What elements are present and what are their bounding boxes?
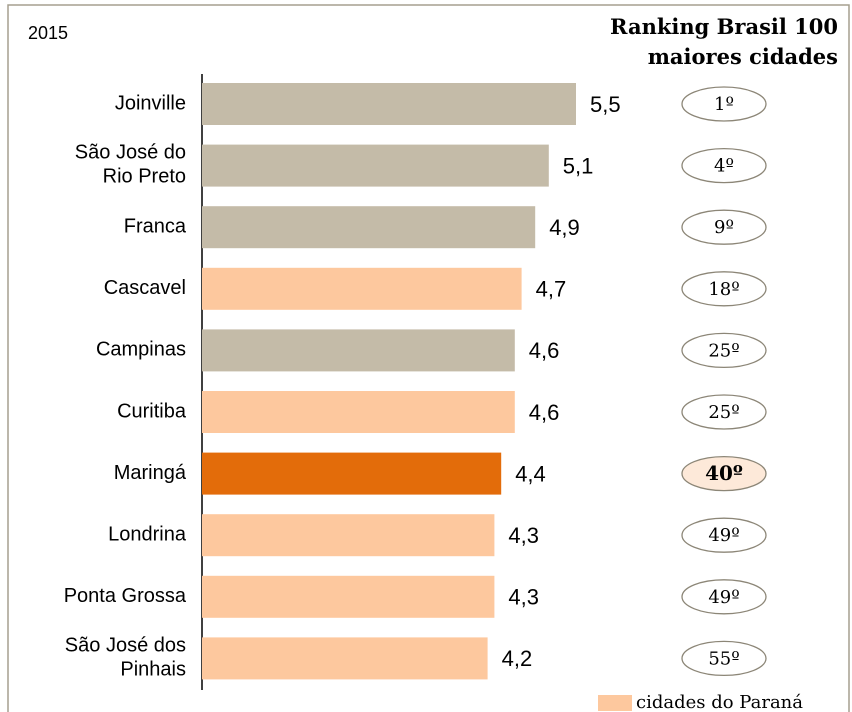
- category-label: Ponta Grossa: [64, 585, 187, 607]
- rank-badge: [681, 271, 767, 307]
- value-label: 4,6: [529, 400, 560, 425]
- rank-label: 4º: [714, 156, 734, 177]
- value-label: 4,3: [508, 523, 539, 548]
- rank-label: 49º: [708, 587, 739, 608]
- year-label: 2015: [28, 23, 68, 43]
- rank-label: 18º: [708, 279, 739, 300]
- chart-title: Ranking Brasil 100 maiores cidades: [610, 14, 838, 69]
- category-label: São José dos Pinhais: [65, 635, 186, 681]
- category-label: Curitiba: [117, 400, 187, 422]
- value-label: 4,6: [529, 338, 560, 363]
- bar: [202, 575, 495, 618]
- bar: [202, 514, 495, 557]
- value-label: 4,9: [549, 215, 580, 240]
- rank-label: 55º: [708, 648, 739, 669]
- bar: [202, 637, 488, 680]
- value-label: 4,3: [508, 585, 539, 610]
- rank-badge: [681, 394, 767, 430]
- bar: [202, 452, 502, 495]
- rank-label: 40º: [705, 461, 743, 485]
- rank-label: 25º: [708, 402, 739, 423]
- category-label: São José do Rio Preto: [75, 142, 186, 188]
- bar: [202, 206, 536, 249]
- bar: [202, 144, 549, 187]
- category-label: Franca: [124, 215, 187, 237]
- rank-badge: [681, 640, 767, 677]
- rank-badge: [681, 332, 767, 369]
- legend-swatch: [598, 695, 632, 711]
- rank-badge: [681, 579, 767, 615]
- rank-badge: [681, 86, 767, 122]
- bar: [202, 391, 515, 433]
- frame: [7, 4, 850, 712]
- category-label: Joinville: [115, 92, 186, 114]
- bar: [202, 267, 522, 310]
- rank-label: 49º: [708, 525, 739, 546]
- value-label: 4,2: [502, 646, 533, 671]
- legend-label: cidades do Paraná: [636, 692, 803, 712]
- value-label: 4,7: [536, 277, 567, 302]
- category-label: Cascavel: [104, 277, 186, 299]
- value-label: 4,4: [515, 461, 546, 486]
- category-label: Maringá: [114, 462, 187, 484]
- rank-badge: [681, 209, 767, 245]
- rank-badge: [681, 517, 767, 553]
- category-label: Campinas: [96, 339, 186, 361]
- category-label: Londrina: [108, 523, 187, 545]
- bar: [202, 83, 576, 125]
- rank-label: 25º: [708, 340, 739, 361]
- rank-label: 9º: [714, 217, 734, 238]
- rank-badge: [681, 455, 767, 492]
- rank-badge: [681, 147, 767, 184]
- value-label: 5,1: [563, 153, 594, 178]
- rank-label: 1º: [714, 94, 734, 115]
- value-label: 5,5: [590, 92, 621, 117]
- bar: [202, 329, 515, 372]
